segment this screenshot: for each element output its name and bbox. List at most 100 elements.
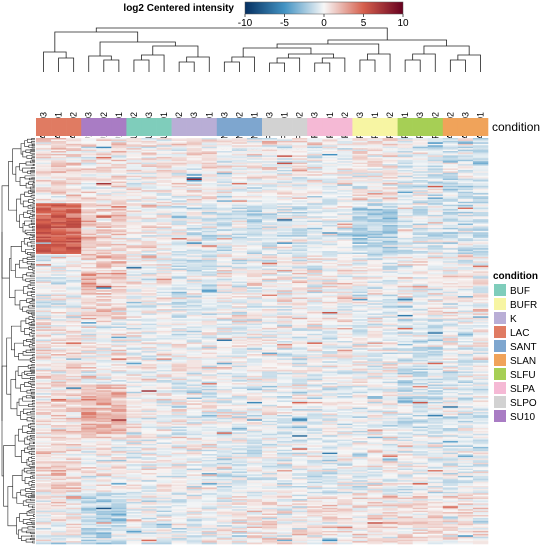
heatmap-cell <box>246 287 263 290</box>
heatmap-cell <box>442 140 459 143</box>
heatmap-cell <box>216 296 233 298</box>
heatmap-cell <box>397 207 413 210</box>
heatmap-cell <box>367 158 383 161</box>
heatmap-cell <box>231 280 248 282</box>
heatmap-cell <box>246 210 263 213</box>
heatmap-cell <box>96 232 112 234</box>
heatmap-cell <box>81 274 97 277</box>
heatmap-cell <box>81 309 97 311</box>
heatmap-cell <box>66 181 82 184</box>
heatmap-cell <box>337 339 353 342</box>
heatmap-cell <box>457 240 474 243</box>
heatmap-cell <box>66 291 82 294</box>
heatmap-cell <box>216 194 233 197</box>
heatmap-cell <box>457 245 474 248</box>
heatmap-cell <box>367 201 383 204</box>
heatmap-cell <box>292 274 308 277</box>
heatmap-cell <box>397 246 413 249</box>
heatmap-cell <box>96 172 112 175</box>
heatmap-cell <box>186 197 203 200</box>
heatmap-cell <box>171 164 187 166</box>
heatmap-cell <box>36 149 52 152</box>
dendrogram-branch <box>24 191 32 197</box>
heatmap-cell <box>412 274 429 277</box>
heatmap-cell <box>337 191 353 194</box>
heatmap-cell <box>156 309 172 311</box>
heatmap-cell <box>307 280 323 282</box>
dendrogram-branch <box>29 177 35 181</box>
heatmap-cell <box>337 343 353 346</box>
heatmap-cell <box>171 341 187 343</box>
heatmap-cell <box>216 261 233 263</box>
heatmap-cell <box>216 300 233 303</box>
heatmap-cell <box>337 341 353 343</box>
heatmap-cell <box>81 269 97 272</box>
heatmap-cell <box>427 246 444 249</box>
heatmap-cell <box>141 304 157 307</box>
heatmap-cell <box>186 185 203 188</box>
dendrogram-branch <box>22 500 29 506</box>
heatmap-cell <box>292 219 308 221</box>
heatmap-cell <box>382 322 398 324</box>
heatmap-cell <box>277 284 293 287</box>
heatmap-cell <box>412 271 429 274</box>
heatmap-cell <box>201 329 218 332</box>
heatmap-cell <box>307 167 323 169</box>
heatmap-cell <box>51 298 67 301</box>
heatmap-cell <box>231 181 248 184</box>
heatmap-cell <box>171 197 187 200</box>
heatmap-cell <box>397 326 413 329</box>
heatmap-cell <box>382 190 398 192</box>
heatmap-cell <box>96 330 112 333</box>
heatmap-cell <box>472 196 489 198</box>
heatmap-cell <box>457 155 474 158</box>
heatmap-cell <box>322 214 338 217</box>
heatmap-cell <box>337 284 353 287</box>
heatmap-cell <box>141 313 157 316</box>
heatmap-cell <box>96 329 112 332</box>
heatmap-cell <box>442 177 459 179</box>
heatmap-cell <box>307 264 323 266</box>
heatmap-cell <box>126 145 142 147</box>
heatmap-cell <box>307 274 323 277</box>
heatmap-cell <box>472 288 489 291</box>
heatmap-cell <box>156 209 172 211</box>
heatmap-cell <box>277 323 293 326</box>
heatmap-cell <box>141 156 157 159</box>
heatmap-cell <box>171 314 187 317</box>
heatmap-cell <box>337 322 353 324</box>
heatmap-cell <box>337 252 353 255</box>
heatmap-cell <box>201 217 218 220</box>
heatmap-cell <box>66 201 82 204</box>
heatmap-cell <box>442 159 459 162</box>
heatmap-cell <box>322 342 338 345</box>
heatmap-cell <box>382 309 398 311</box>
heatmap-cell <box>427 142 444 145</box>
heatmap-cell <box>126 300 142 303</box>
heatmap-cell <box>216 352 233 355</box>
heatmap-cell <box>397 272 413 275</box>
heatmap-cell <box>36 174 52 176</box>
heatmap-cell <box>201 139 218 142</box>
heatmap-cell <box>412 203 429 205</box>
heatmap-cell <box>231 268 248 271</box>
heatmap-cell <box>66 187 82 190</box>
heatmap-cell <box>96 327 112 330</box>
heatmap-cell <box>262 239 278 242</box>
heatmap-cell <box>111 164 127 166</box>
heatmap-cell <box>81 285 97 288</box>
heatmap-cell <box>382 178 398 181</box>
heatmap-cell <box>367 322 383 324</box>
dendrogram-branch <box>32 378 35 381</box>
heatmap-cell <box>337 143 353 146</box>
heatmap-cell <box>126 264 142 266</box>
heatmap-cell <box>307 356 323 359</box>
heatmap-cell <box>262 272 278 275</box>
heatmap-cell <box>337 351 353 353</box>
heatmap-cell <box>96 180 112 182</box>
heatmap-cell <box>81 342 97 345</box>
heatmap-cell <box>141 225 157 227</box>
heatmap-cell <box>216 333 233 336</box>
heatmap-cell <box>412 206 429 208</box>
heatmap-cell <box>427 210 444 213</box>
